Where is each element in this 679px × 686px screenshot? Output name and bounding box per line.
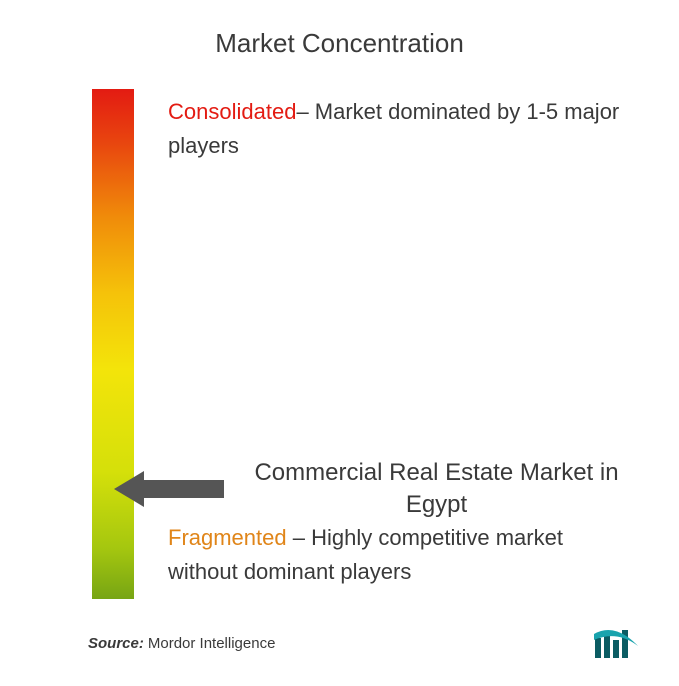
indicator-row: Commercial Real Estate Market in Egypt xyxy=(114,457,629,522)
source-line: Source:Mordor Intelligence xyxy=(88,635,275,652)
consolidated-block: Consolidated– Market dominated by 1-5 ma… xyxy=(168,95,629,163)
mordor-logo-icon xyxy=(593,628,639,658)
page-title: Market Concentration xyxy=(40,28,639,59)
concentration-gradient-bar xyxy=(92,89,134,599)
footer: Source:Mordor Intelligence xyxy=(88,628,639,658)
source-value: Mordor Intelligence xyxy=(148,635,276,652)
fragmented-block: Fragmented – Highly competitive market w… xyxy=(168,521,629,589)
consolidated-label: Consolidated xyxy=(168,99,296,124)
source-key: Source: xyxy=(88,635,144,652)
labels-column: Consolidated– Market dominated by 1-5 ma… xyxy=(168,89,639,599)
fragmented-label: Fragmented xyxy=(168,525,287,550)
arrow-left-icon xyxy=(114,465,224,513)
chart-body: Consolidated– Market dominated by 1-5 ma… xyxy=(40,89,639,609)
market-name-label: Commercial Real Estate Market in Egypt xyxy=(244,457,629,522)
